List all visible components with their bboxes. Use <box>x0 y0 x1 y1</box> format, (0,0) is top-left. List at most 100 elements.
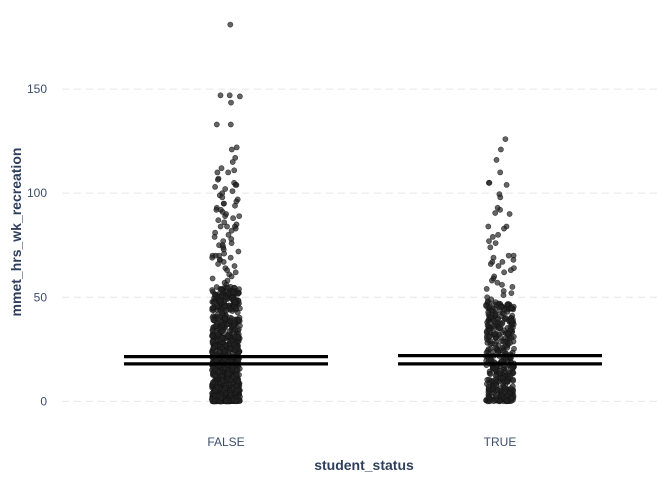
data-point <box>509 283 516 290</box>
data-point <box>228 315 235 322</box>
data-point <box>486 238 492 244</box>
data-point <box>483 285 490 292</box>
data-point <box>504 301 510 308</box>
data-point <box>227 121 234 128</box>
data-point <box>217 297 224 304</box>
data-point <box>507 267 514 274</box>
data-point <box>501 225 507 232</box>
data-point <box>485 309 492 315</box>
data-point <box>504 397 510 404</box>
data-point <box>224 284 231 291</box>
data-point <box>497 206 503 213</box>
data-point <box>233 366 240 373</box>
data-point <box>228 273 235 280</box>
data-point <box>499 281 505 288</box>
data-point <box>215 261 221 267</box>
data-point <box>497 169 504 176</box>
data-point <box>505 330 511 337</box>
data-point <box>225 169 232 176</box>
data-point <box>487 319 493 326</box>
data-point <box>485 223 492 230</box>
data-point <box>214 176 221 183</box>
data-point <box>223 398 229 405</box>
data-point <box>232 181 239 188</box>
data-point <box>211 372 218 379</box>
data-point <box>499 258 506 265</box>
reference-lines <box>124 354 602 366</box>
data-point <box>219 328 225 335</box>
data-point <box>225 231 232 238</box>
data-point <box>508 305 515 312</box>
data-point <box>214 169 221 176</box>
data-point <box>218 165 225 172</box>
data-point <box>217 92 224 99</box>
data-point <box>232 154 239 161</box>
data-point <box>492 210 499 216</box>
data-point <box>211 233 218 240</box>
data-point <box>236 316 242 323</box>
data-point <box>209 327 216 334</box>
data-point <box>233 305 239 312</box>
data-point <box>231 167 238 174</box>
data-point <box>508 317 515 324</box>
data-point <box>502 136 509 142</box>
data-point <box>211 398 218 405</box>
data-point <box>490 398 497 404</box>
data-point <box>232 269 239 276</box>
y-tick-label: 0 <box>40 394 47 408</box>
data-point <box>231 263 238 269</box>
data-point <box>220 258 227 265</box>
y-tick-label: 50 <box>34 290 48 304</box>
data-point <box>491 331 498 337</box>
data-point <box>230 289 237 296</box>
data-point <box>487 371 494 377</box>
data-point <box>222 385 229 391</box>
data-point <box>490 323 497 329</box>
data-point <box>497 194 504 201</box>
data-point <box>233 382 240 389</box>
data-point <box>232 326 238 333</box>
data-point <box>505 252 512 259</box>
data-point <box>222 186 229 192</box>
data-point <box>487 261 494 267</box>
data-point <box>224 223 230 230</box>
data-point <box>219 335 226 341</box>
data-point <box>501 388 508 395</box>
data-point <box>210 345 217 352</box>
data-point <box>235 357 242 363</box>
data-point <box>231 299 238 305</box>
data-point <box>221 219 228 226</box>
data-points <box>209 21 517 405</box>
data-point <box>227 254 234 261</box>
data-point <box>213 284 220 290</box>
data-point <box>209 332 216 339</box>
data-point <box>235 333 242 340</box>
data-point <box>508 395 515 402</box>
data-point <box>221 200 227 207</box>
data-point <box>219 310 225 317</box>
data-point <box>235 248 242 255</box>
data-point <box>501 269 507 276</box>
data-point <box>228 227 235 234</box>
x-tick-label-false: FALSE <box>207 435 244 449</box>
data-point <box>222 213 228 219</box>
data-point <box>228 99 234 106</box>
data-point <box>507 365 514 372</box>
data-point <box>221 303 228 310</box>
data-point <box>510 376 516 383</box>
data-point <box>229 159 236 165</box>
data-point <box>218 394 225 401</box>
data-point <box>493 382 500 389</box>
data-point <box>507 385 514 392</box>
data-point <box>486 333 493 340</box>
data-point <box>215 368 222 375</box>
data-point <box>493 156 500 163</box>
data-point <box>500 348 507 355</box>
data-point <box>487 244 494 251</box>
data-point <box>501 306 507 313</box>
data-point <box>214 331 221 337</box>
data-point <box>215 217 222 224</box>
data-point <box>498 321 505 327</box>
data-point <box>483 302 489 309</box>
